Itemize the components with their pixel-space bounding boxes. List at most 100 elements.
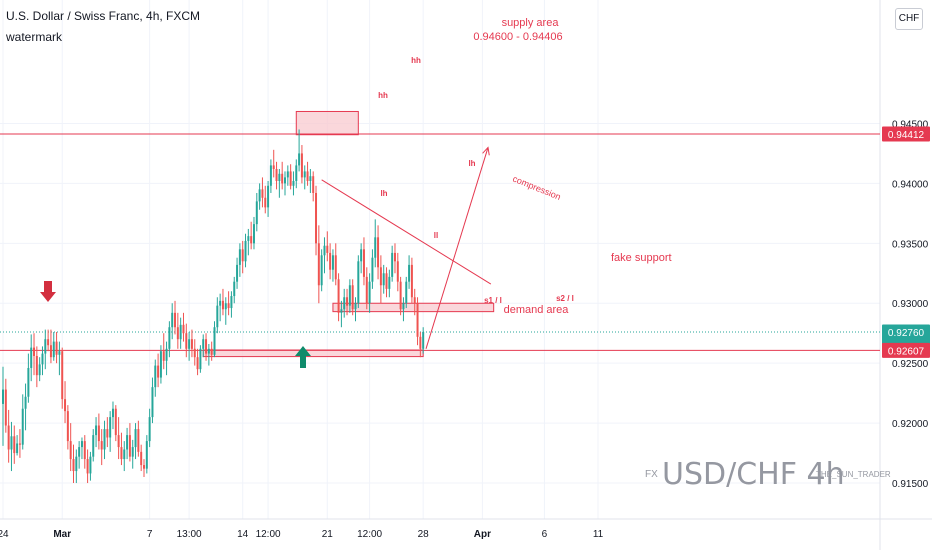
candle-down <box>55 341 58 355</box>
candle-up <box>92 435 95 457</box>
candle-up <box>422 332 425 349</box>
candle-down <box>72 459 75 472</box>
time-tick-label: 28 <box>418 529 430 540</box>
candle-down <box>66 411 69 442</box>
price-tag-supply-bg <box>882 126 930 142</box>
price-tag-demand-bg <box>882 342 930 358</box>
time-tick-label: 13:00 <box>177 529 202 540</box>
candle-down <box>399 281 402 310</box>
candle-down <box>83 441 86 460</box>
candle-up <box>75 456 78 472</box>
candle-up <box>255 201 258 225</box>
price-tick-label: 0.93000 <box>892 299 929 310</box>
candle-down <box>137 429 140 452</box>
currency-button[interactable]: CHF <box>895 8 923 30</box>
candle-down <box>176 327 179 340</box>
label-demand-area: demand area <box>504 304 570 316</box>
label-compression: compression <box>511 174 562 202</box>
candle-down <box>205 339 208 354</box>
candle-up <box>303 171 306 178</box>
candle-up <box>343 297 346 310</box>
candle-up <box>171 312 174 328</box>
candle-up <box>323 245 326 256</box>
candle-down <box>315 192 318 244</box>
candle-up <box>159 351 162 378</box>
time-tick-label: 12:00 <box>357 529 382 540</box>
candle-down <box>351 285 354 310</box>
label-lh-left: lh <box>380 189 387 198</box>
candle-down <box>97 425 100 442</box>
descending-trendline <box>321 179 492 285</box>
candle-up <box>16 443 19 454</box>
candle-up <box>340 309 343 313</box>
time-tick-label: Mar <box>53 529 71 540</box>
candle-up <box>145 441 148 469</box>
candle-down <box>419 336 422 349</box>
label-s1: s1 / l <box>484 296 502 305</box>
candle-up <box>284 177 286 184</box>
candle-up <box>216 305 219 328</box>
candle-down <box>120 447 123 460</box>
time-tick-label: 7 <box>147 529 153 540</box>
price-tag-supply: 0.94412 <box>888 130 925 141</box>
candle-up <box>21 408 24 445</box>
candle-down <box>393 252 396 262</box>
watermark-symbol: USD/CHF 4h <box>662 457 845 492</box>
candle-up <box>309 176 312 181</box>
candle-up <box>224 303 227 310</box>
candle-up <box>252 224 255 244</box>
candle-up <box>24 396 27 409</box>
candle-up <box>292 180 295 186</box>
time-tick-label: 6 <box>542 529 548 540</box>
candle-down <box>140 451 143 466</box>
price-tick-label: 0.92500 <box>892 359 929 370</box>
candle-down <box>18 443 21 445</box>
candle-down <box>300 153 303 178</box>
chart-subtitle: watermark <box>6 30 63 44</box>
candle-up <box>236 264 239 282</box>
projection-line <box>425 147 489 349</box>
candle-down <box>337 279 340 313</box>
candle-up <box>41 353 44 365</box>
label-hh-left: hh <box>378 91 388 100</box>
candle-down <box>61 351 64 400</box>
candle-up <box>80 441 83 448</box>
watermark-author: THE_SUN_TRADER <box>816 470 891 479</box>
candle-down <box>281 173 284 184</box>
candle-up <box>103 429 106 450</box>
candle-up <box>408 264 411 282</box>
label-s2: s2 / l <box>556 294 574 303</box>
candle-up <box>126 435 129 450</box>
candle-down <box>210 348 213 355</box>
candle-down <box>190 339 193 349</box>
candle-up <box>320 255 323 286</box>
candle-down <box>221 300 224 310</box>
candle-down <box>162 351 165 361</box>
candle-down <box>241 249 244 262</box>
candle-up <box>165 348 168 361</box>
candle-down <box>143 465 145 469</box>
candle-up <box>269 165 272 186</box>
candle-down <box>250 236 253 244</box>
up-arrow-icon <box>295 346 311 368</box>
candle-down <box>379 267 382 286</box>
label-fake-support: fake support <box>611 252 672 264</box>
price-tick-label: 0.94000 <box>892 179 929 190</box>
candle-up <box>89 456 92 474</box>
time-tick-label: 21 <box>322 529 334 540</box>
price-tag-demand: 0.92607 <box>888 346 925 357</box>
candle-down <box>193 348 196 358</box>
candle-down <box>106 429 109 438</box>
candle-up <box>44 339 47 354</box>
candle-up <box>95 425 98 436</box>
candle-up <box>213 327 216 355</box>
candle-up <box>179 324 182 340</box>
candle-down <box>4 389 7 426</box>
candle-up <box>247 236 250 241</box>
candle-down <box>69 441 72 460</box>
candle-up <box>123 449 126 460</box>
candle-down <box>182 324 185 334</box>
candle-up <box>188 339 191 349</box>
demand-zone <box>202 349 424 358</box>
